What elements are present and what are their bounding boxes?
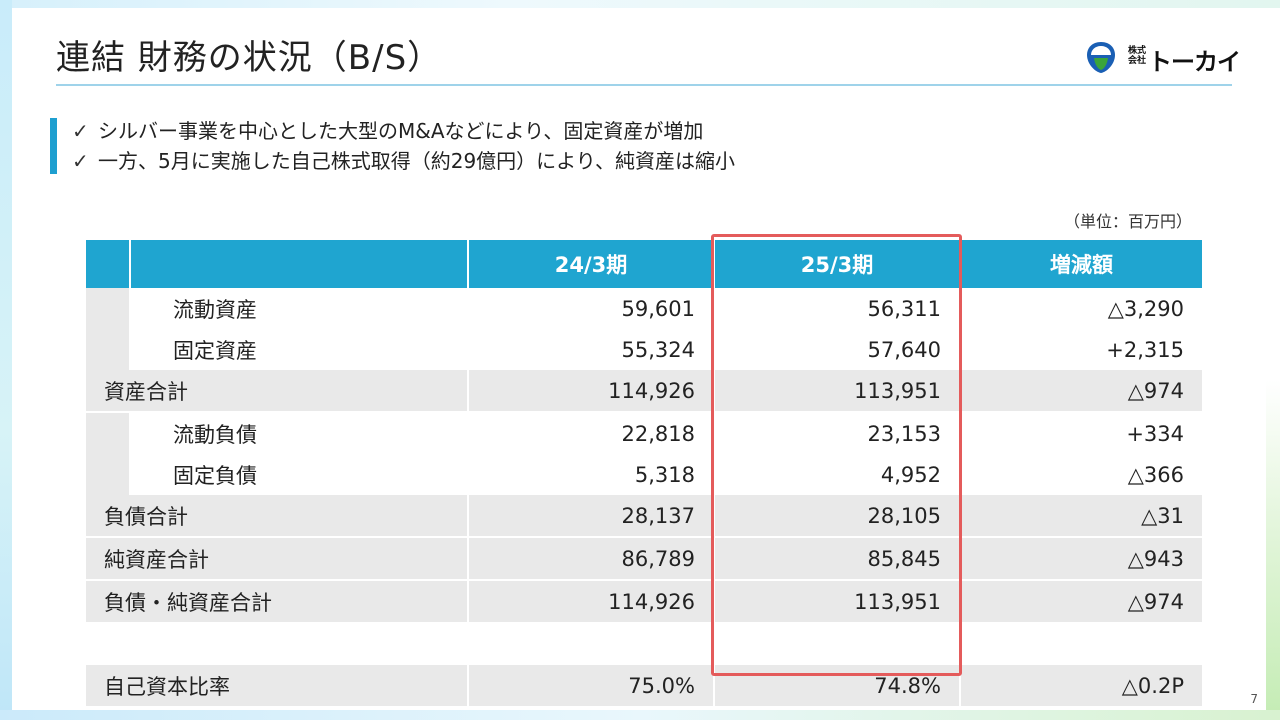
cell-change: △366 xyxy=(959,454,1202,495)
table-row-ratio: 自己資本比率 75.0% 74.8% △0.2P xyxy=(86,665,1202,708)
row-label: 自己資本比率 xyxy=(86,665,468,708)
table-row: 流動負債 22,818 23,153 +334 xyxy=(86,412,1202,454)
cell-change: △0.2P xyxy=(959,665,1202,708)
cell-current-year: 113,951 xyxy=(713,370,960,413)
table-spacer-row xyxy=(86,623,1202,665)
cell-change: +2,315 xyxy=(959,329,1202,370)
bullet-item: ✓ シルバー事業を中心とした大型のM&Aなどにより、固定資産が増加 xyxy=(72,116,735,146)
table-row: 固定負債 5,318 4,952 △366 xyxy=(86,454,1202,495)
header-label-cell xyxy=(129,240,468,288)
table-row: 負債合計 28,137 28,105 △31 xyxy=(86,495,1202,538)
cell-current-year: 57,640 xyxy=(713,329,960,370)
cell-prior-year: 28,137 xyxy=(467,495,714,538)
cell-change: △31 xyxy=(959,495,1202,538)
decorative-right-band xyxy=(1266,380,1280,720)
bullet-text: シルバー事業を中心とした大型のM&Aなどにより、固定資産が増加 xyxy=(98,119,704,143)
cell-current-year: 113,951 xyxy=(713,580,960,624)
logo-company-name: トーカイ xyxy=(1148,48,1241,76)
bullet-list: ✓ シルバー事業を中心とした大型のM&Aなどにより、固定資産が増加 ✓ 一方、5月に… xyxy=(72,116,735,176)
row-label: 負債・純資産合計 xyxy=(86,580,468,624)
title-underline xyxy=(56,84,1232,86)
cell-prior-year: 5,318 xyxy=(467,454,714,495)
row-indent-cell xyxy=(86,412,130,454)
header-prior-year: 24/3期 xyxy=(467,240,714,288)
row-label: 固定負債 xyxy=(129,454,468,495)
cell-prior-year: 22,818 xyxy=(467,412,714,454)
slide-title: 連結 財務の状況（B/S） xyxy=(56,38,443,78)
logo-small-text: 株式 会社 xyxy=(1128,46,1147,66)
row-indent-cell xyxy=(86,454,130,495)
cell-prior-year: 75.0% xyxy=(467,665,714,708)
bullet-item: ✓ 一方、5月に実施した自己株式取得（約29億円）により、純資産は縮小 xyxy=(72,146,735,176)
row-indent-cell xyxy=(86,329,130,370)
table-row: 負債・純資産合計 114,926 113,951 △974 xyxy=(86,580,1202,624)
header-change: 増減額 xyxy=(959,240,1202,288)
cell-change: △974 xyxy=(959,370,1202,413)
company-logo-mark-icon xyxy=(1087,42,1115,73)
table-row: 固定資産 55,324 57,640 +2,315 xyxy=(86,329,1202,370)
cell-current-year: 28,105 xyxy=(713,495,960,538)
header-current-year: 25/3期 xyxy=(713,240,960,288)
cell-current-year: 85,845 xyxy=(713,537,960,581)
checkmark-icon: ✓ xyxy=(72,149,89,173)
row-label: 流動資産 xyxy=(129,288,468,329)
unit-note: （単位：百万円） xyxy=(1063,212,1192,231)
cell-prior-year: 86,789 xyxy=(467,537,714,581)
company-logo: 株式 会社 トーカイ xyxy=(1086,40,1241,76)
decorative-bottom-band xyxy=(0,710,1280,720)
bullets-accent-bar xyxy=(50,118,57,174)
table-header-row: 24/3期 25/3期 増減額 xyxy=(86,240,1202,288)
row-label: 資産合計 xyxy=(86,370,468,413)
cell-change: △943 xyxy=(959,537,1202,581)
bullet-text: 一方、5月に実施した自己株式取得（約29億円）により、純資産は縮小 xyxy=(98,149,735,173)
row-label: 純資産合計 xyxy=(86,537,468,581)
cell-change: △3,290 xyxy=(959,288,1202,329)
header-indent-cell xyxy=(86,240,130,288)
cell-change: +334 xyxy=(959,412,1202,454)
checkmark-icon: ✓ xyxy=(72,119,89,143)
cell-prior-year: 59,601 xyxy=(467,288,714,329)
cell-current-year: 23,153 xyxy=(713,412,960,454)
balance-sheet-table: 24/3期 25/3期 増減額 流動資産 59,601 56,311 △3,29… xyxy=(86,240,1202,708)
decorative-top-band xyxy=(0,0,1280,8)
table-row: 純資産合計 86,789 85,845 △943 xyxy=(86,537,1202,581)
cell-current-year: 4,952 xyxy=(713,454,960,495)
cell-prior-year: 114,926 xyxy=(467,580,714,624)
page-number: 7 xyxy=(1250,692,1258,706)
cell-change: △974 xyxy=(959,580,1202,624)
current-year-highlight-box xyxy=(711,234,962,676)
row-indent-cell xyxy=(86,288,130,329)
table-row: 流動資産 59,601 56,311 △3,290 xyxy=(86,288,1202,329)
spacer-cell xyxy=(86,623,1202,665)
row-label: 固定資産 xyxy=(129,329,468,370)
row-label: 負債合計 xyxy=(86,495,468,538)
cell-prior-year: 114,926 xyxy=(467,370,714,413)
decorative-left-band xyxy=(0,0,12,720)
cell-prior-year: 55,324 xyxy=(467,329,714,370)
cell-current-year: 74.8% xyxy=(713,665,960,708)
table-row: 資産合計 114,926 113,951 △974 xyxy=(86,370,1202,413)
row-label: 流動負債 xyxy=(129,412,468,454)
cell-current-year: 56,311 xyxy=(713,288,960,329)
